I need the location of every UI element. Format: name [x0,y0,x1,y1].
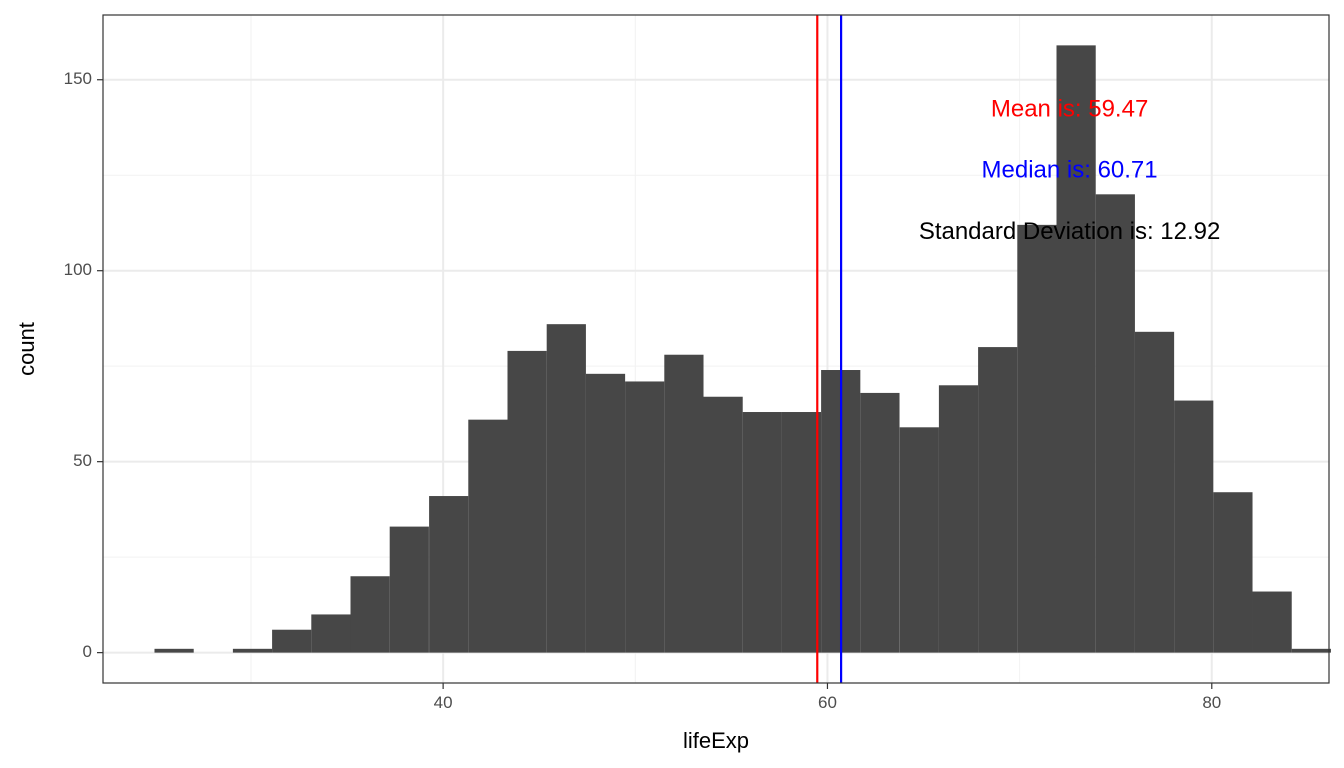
histogram-bar [1213,492,1253,653]
histogram-bar [860,392,900,653]
histogram-bar [232,648,273,653]
x-axis-ticks: 40 60 80 [434,683,1221,712]
y-tick-label: 100 [64,260,92,279]
histogram-bar [1056,45,1096,653]
x-tick-label: 60 [818,693,837,712]
y-tick-label: 50 [73,451,92,470]
histogram-bar [585,373,626,653]
histogram-bar [742,412,782,653]
histogram-bar [546,324,586,653]
x-tick-label: 80 [1202,693,1221,712]
reference-lines [816,15,843,683]
histogram-bar [1017,224,1057,653]
histogram-bar [311,614,351,653]
histogram-bar [272,629,312,653]
x-axis-title: lifeExp [683,728,749,753]
histogram-bar [899,427,939,653]
histogram-bar [625,381,665,653]
histogram-bar [978,347,1018,653]
annotations: Mean is: 59.47 Median is: 60.71 Standard D… [919,96,1221,245]
y-axis-ticks: 0 50 100 150 [64,69,103,661]
y-axis-title: count [14,322,39,376]
histogram-bar [1134,331,1175,653]
histogram-bar [703,396,743,653]
histogram-bar [350,576,390,653]
panel-border [102,14,1330,684]
histogram-bar [781,412,822,653]
histogram-bar [507,350,547,653]
histogram-bar [1174,400,1214,653]
histogram-bar [154,648,194,653]
x-tick-label: 40 [434,693,453,712]
histogram-bar [389,526,429,653]
histogram-bars [154,45,1331,653]
annotation-label: Mean is: 59.47 [991,96,1148,123]
histogram-bar [1291,648,1331,653]
histogram-bar [938,385,979,653]
histogram-bar [429,496,469,653]
histogram-bar [1095,194,1135,653]
histogram-bar [664,354,704,653]
y-tick-label: 0 [83,642,92,661]
annotation-label: Standard Deviation is: 12.92 [919,218,1221,245]
y-tick-label: 150 [64,69,92,88]
histogram-bar [1252,591,1292,653]
histogram-bar [468,419,508,653]
annotation-label: Median is: 60.71 [982,157,1158,184]
